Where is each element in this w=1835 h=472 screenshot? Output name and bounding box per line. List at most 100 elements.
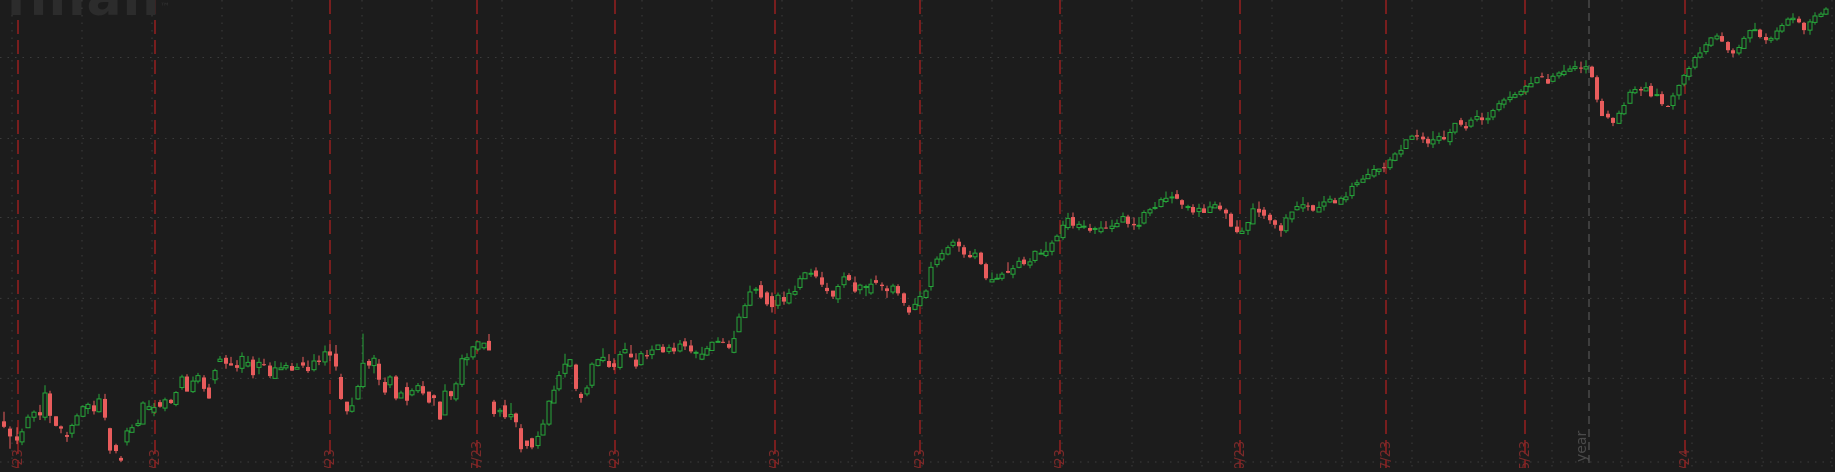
candle-body bbox=[775, 294, 781, 306]
candle-body bbox=[1807, 21, 1813, 31]
candle-body bbox=[1257, 208, 1261, 213]
earnings-date-label: /23 bbox=[11, 449, 26, 468]
candle-body bbox=[487, 340, 491, 351]
candle-body bbox=[1022, 259, 1026, 265]
candle-down bbox=[574, 363, 578, 392]
candle-down bbox=[1218, 202, 1222, 211]
candle-down bbox=[1426, 136, 1430, 148]
candle-body bbox=[1523, 85, 1529, 93]
candle-up bbox=[1686, 66, 1692, 81]
candle-up bbox=[1212, 201, 1218, 209]
candle-up bbox=[1360, 175, 1366, 183]
candle-up bbox=[546, 400, 552, 426]
candle-up bbox=[1643, 82, 1649, 92]
candle-body bbox=[1485, 117, 1491, 121]
candle-body bbox=[1038, 252, 1044, 255]
candle-body bbox=[1686, 68, 1692, 77]
candle-up bbox=[617, 350, 623, 370]
candle-down bbox=[1666, 105, 1670, 107]
candle-up bbox=[1468, 117, 1474, 128]
candle-down bbox=[92, 400, 96, 415]
candle-up bbox=[322, 345, 328, 366]
candle-down bbox=[1333, 197, 1337, 204]
candle-down bbox=[8, 426, 12, 449]
candle-down bbox=[885, 285, 889, 298]
candle-body bbox=[1666, 105, 1670, 107]
candle-body bbox=[962, 247, 966, 255]
candle-body bbox=[42, 392, 48, 418]
watermark-text: finan bbox=[6, 0, 161, 28]
candle-body bbox=[1027, 261, 1033, 266]
candle-body bbox=[907, 307, 911, 313]
candle-up bbox=[709, 341, 715, 351]
candle-up bbox=[475, 341, 481, 352]
candle-down bbox=[328, 344, 332, 362]
candle-body bbox=[1556, 72, 1562, 77]
candle-body bbox=[306, 366, 310, 372]
candle-up bbox=[256, 357, 262, 375]
brand-watermark-logo: finan bbox=[6, 0, 161, 28]
candle-body bbox=[530, 438, 534, 448]
candle-up bbox=[595, 358, 601, 367]
candle-up bbox=[1032, 250, 1038, 263]
candle-up bbox=[1321, 196, 1327, 211]
candle-body bbox=[31, 411, 37, 418]
candle-body bbox=[140, 402, 146, 425]
candle-body bbox=[1768, 37, 1774, 41]
candle-body bbox=[770, 296, 774, 308]
candle-down bbox=[902, 292, 906, 306]
watermark-trademark: ™ bbox=[160, 2, 170, 13]
candle-body bbox=[1032, 250, 1038, 261]
candle-down bbox=[1224, 208, 1228, 219]
candle-down bbox=[1606, 110, 1610, 119]
candle-up bbox=[481, 342, 487, 350]
candle-body bbox=[212, 370, 218, 381]
candle-up bbox=[868, 278, 874, 295]
candle-up bbox=[1016, 257, 1022, 269]
candle-body bbox=[1268, 214, 1272, 221]
candle-down bbox=[1639, 86, 1643, 96]
candle-up bbox=[212, 368, 218, 384]
candle-body bbox=[672, 347, 676, 352]
candle-body bbox=[1360, 178, 1366, 183]
candle-body bbox=[841, 276, 847, 286]
candle-up bbox=[1490, 108, 1496, 121]
candle-body bbox=[1245, 222, 1251, 231]
candle-down bbox=[607, 354, 611, 368]
candle-body bbox=[1185, 206, 1191, 209]
candle-down bbox=[438, 401, 442, 420]
candle-up bbox=[1283, 214, 1289, 234]
candle-up bbox=[535, 431, 541, 449]
candle-body bbox=[1496, 103, 1502, 111]
candle-body bbox=[782, 297, 786, 302]
candle-up bbox=[551, 385, 557, 404]
candle-up bbox=[912, 298, 918, 311]
candle-body bbox=[896, 286, 900, 294]
candle-body bbox=[8, 428, 12, 437]
candle-down bbox=[268, 362, 272, 378]
candle-body bbox=[508, 413, 514, 418]
candle-up bbox=[146, 400, 152, 411]
candle-up bbox=[349, 397, 355, 413]
candle-body bbox=[1692, 57, 1698, 68]
candle-down bbox=[1202, 204, 1206, 213]
candle-body bbox=[377, 363, 381, 380]
candle-body bbox=[54, 416, 58, 426]
candle-body bbox=[301, 362, 305, 366]
candle-body bbox=[1327, 198, 1333, 203]
candle-up bbox=[584, 385, 590, 397]
candle-down bbox=[301, 356, 305, 368]
candle-body bbox=[1670, 95, 1676, 107]
candle-up bbox=[1518, 89, 1524, 97]
candle-up bbox=[1245, 222, 1251, 235]
candle-up bbox=[1152, 201, 1158, 210]
candle-up bbox=[923, 289, 929, 299]
candle-body bbox=[1163, 197, 1169, 203]
candle-down bbox=[1720, 32, 1724, 43]
candle-body bbox=[939, 253, 945, 260]
candle-up bbox=[283, 362, 289, 371]
candle-up bbox=[1692, 55, 1698, 70]
candle-body bbox=[1098, 227, 1104, 233]
candle-up bbox=[80, 405, 86, 418]
candle-body bbox=[868, 283, 874, 294]
